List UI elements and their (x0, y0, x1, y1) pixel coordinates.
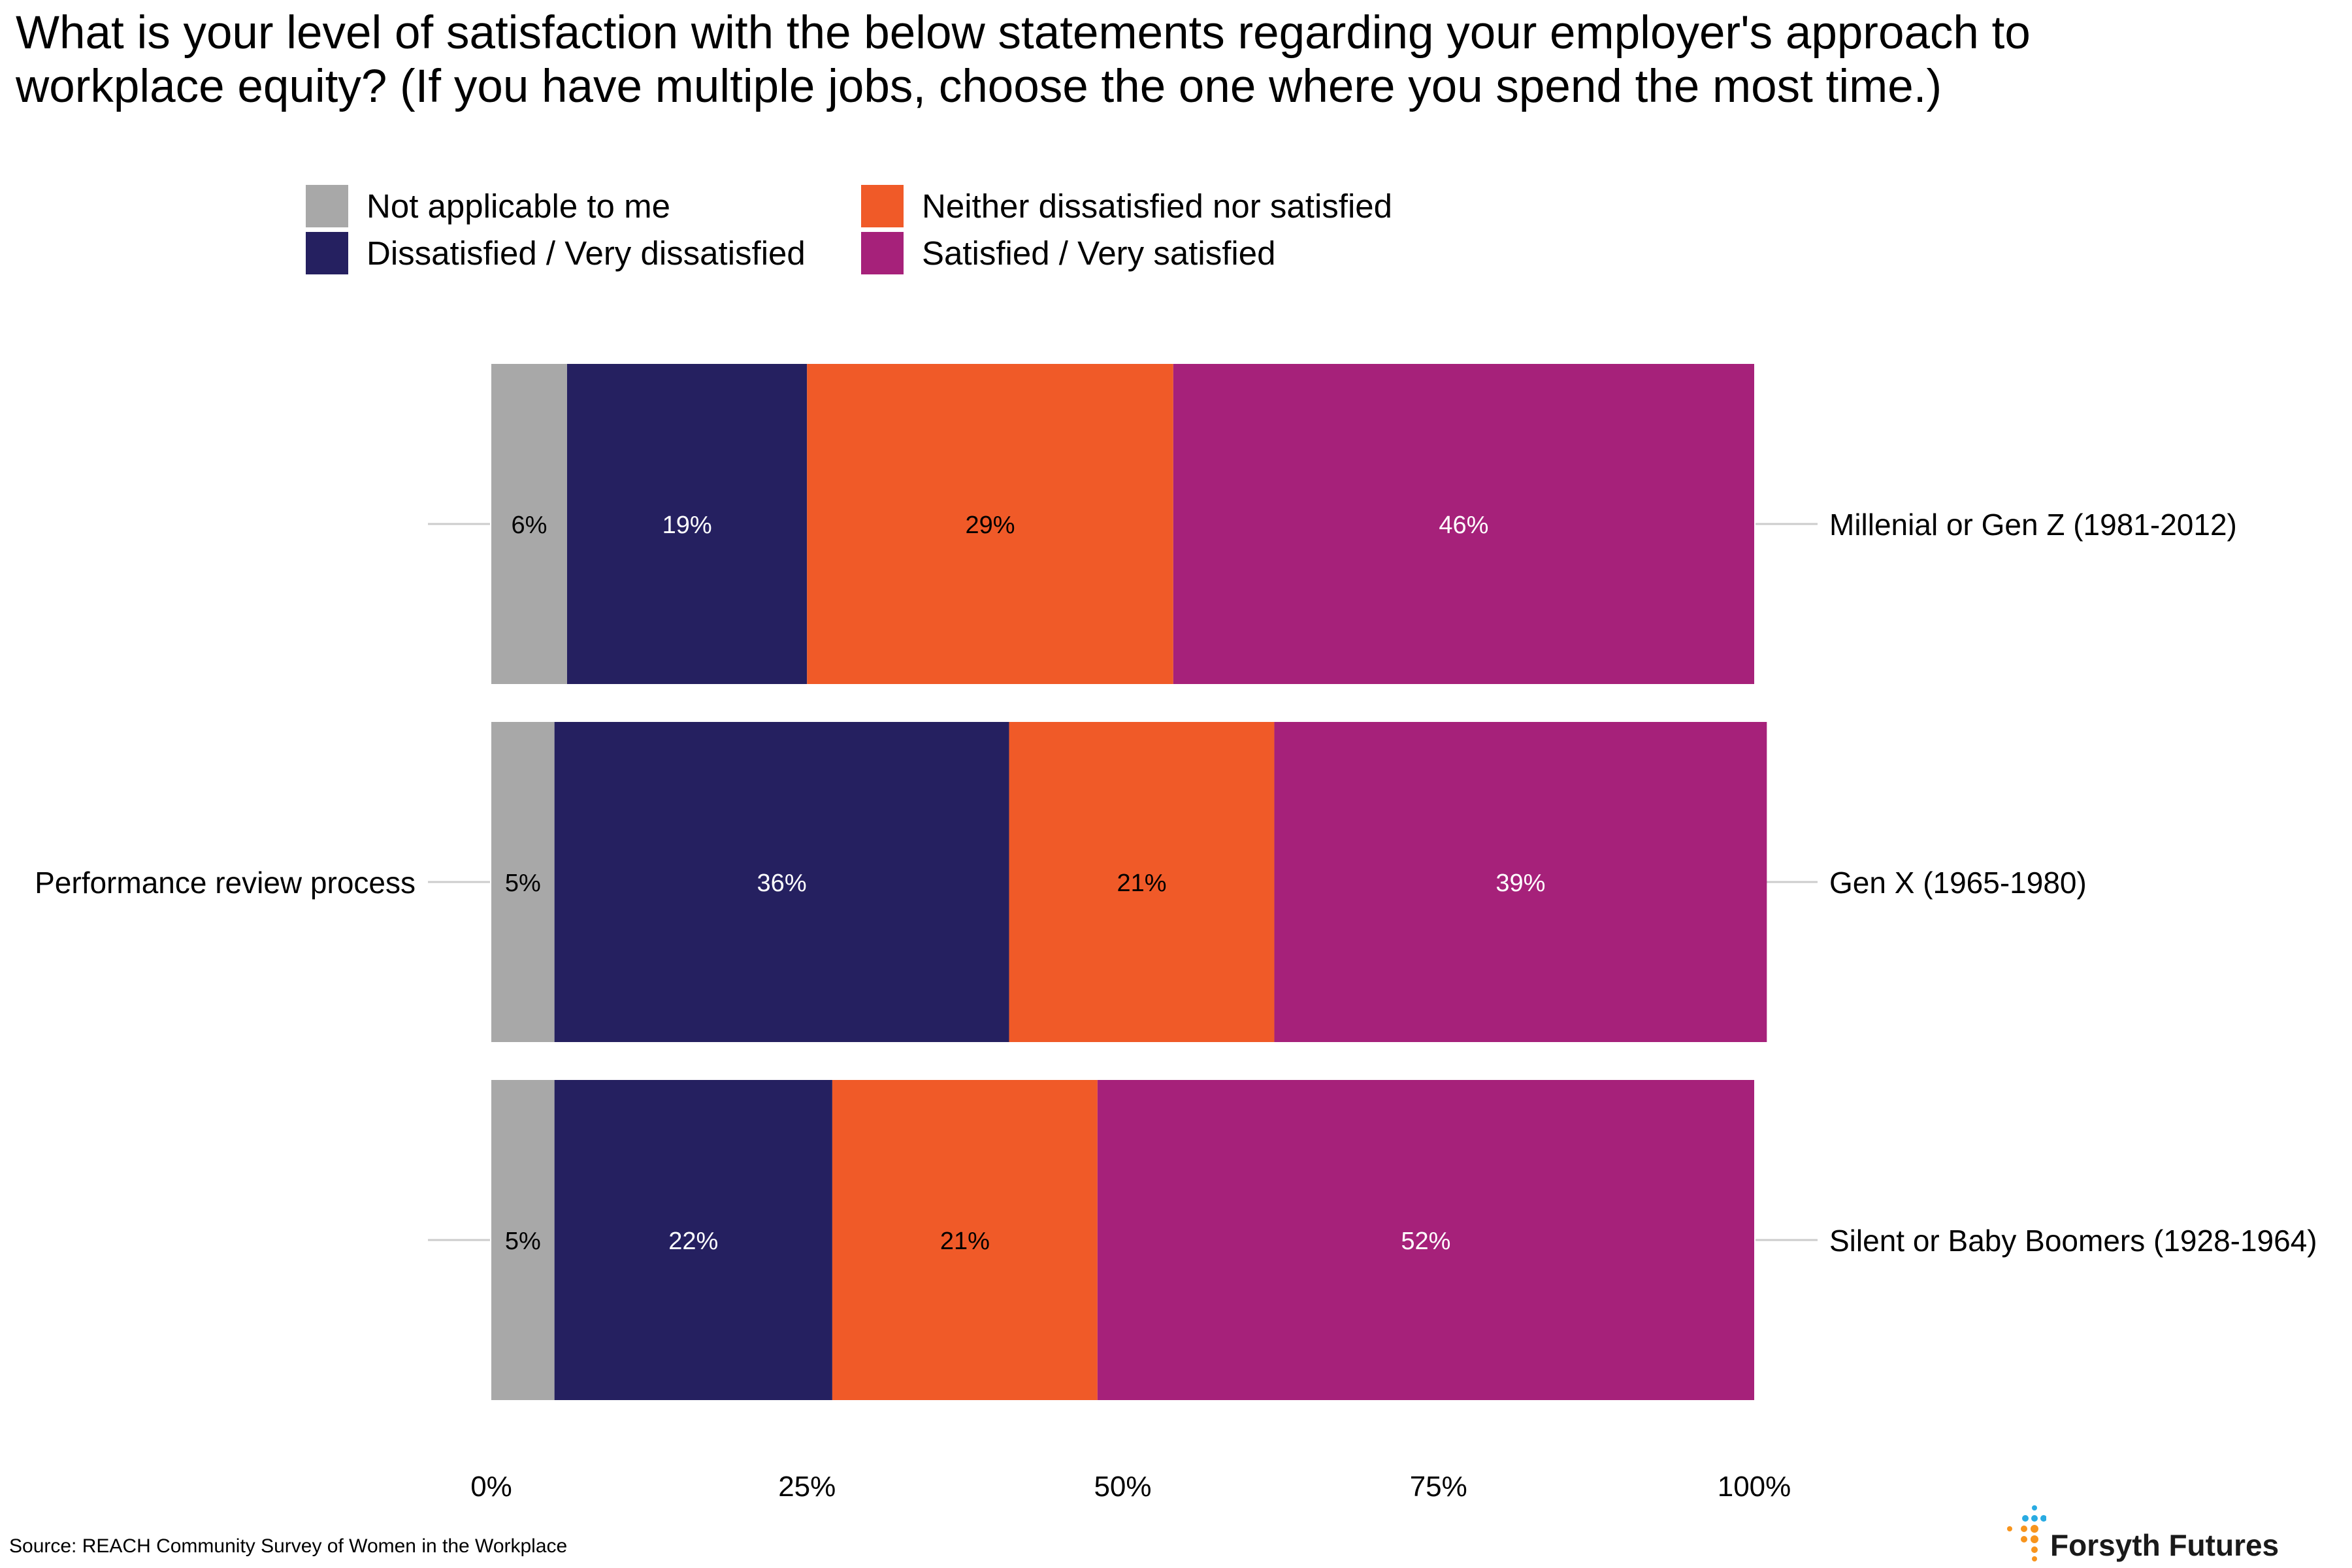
logo-dot (2032, 1556, 2037, 1561)
x-tick-label: 100% (1718, 1471, 1791, 1503)
bar-segment (491, 722, 555, 1042)
legend-label: Satisfied / Very satisfied (922, 234, 1276, 272)
logo-dot (2040, 1515, 2046, 1522)
logo-dot (2031, 1546, 2038, 1553)
x-tick-label: 75% (1410, 1471, 1467, 1503)
legend-item-neither: Neither dissatisfied nor satisfied (861, 183, 1392, 229)
legend-swatch (306, 184, 348, 227)
logo-dot (2031, 1535, 2038, 1543)
data-label: 29% (966, 512, 1015, 539)
bar-segment (491, 364, 567, 684)
bar-segment (554, 1080, 832, 1400)
legend-label: Dissatisfied / Very dissatisfied (367, 234, 806, 272)
logo-dot (2021, 1536, 2027, 1543)
category-label: Millenial or Gen Z (1981-2012) (1829, 508, 2237, 542)
logo-dot (2032, 1505, 2037, 1511)
data-label: 46% (1439, 512, 1488, 539)
chart-title: What is your level of satisfaction with … (16, 7, 2031, 112)
data-label: 6% (512, 512, 547, 539)
data-label: 22% (668, 1228, 718, 1255)
data-label: 39% (1495, 870, 1545, 897)
x-tick-label: 0% (470, 1471, 512, 1503)
bar-segment (1009, 722, 1275, 1042)
brand-name: Forsyth Futures (2050, 1528, 2279, 1562)
legend-item-not-applicable: Not applicable to me (306, 183, 670, 229)
data-label: 21% (1117, 870, 1166, 897)
data-label: 5% (505, 1228, 541, 1255)
legend-label: Neither dissatisfied nor satisfied (922, 187, 1393, 225)
legend-swatch (306, 231, 348, 274)
legend-item-satisfied: Satisfied / Very satisfied (861, 230, 1275, 276)
legend-swatch (861, 231, 904, 274)
x-tick-label: 25% (778, 1471, 836, 1503)
source-note: Source: REACH Community Survey of Women … (9, 1535, 568, 1557)
bar-segment (832, 1080, 1098, 1400)
legend: Not applicable to me Neither dissatisfie… (306, 183, 1482, 281)
data-label: 21% (940, 1228, 990, 1255)
data-label: 52% (1401, 1228, 1450, 1255)
logo-dot (2022, 1515, 2029, 1522)
data-label: 19% (662, 512, 712, 539)
logo-dot (2021, 1526, 2027, 1532)
category-label: Silent or Baby Boomers (1928-1964) (1829, 1224, 2317, 1258)
logo-dot (2031, 1525, 2038, 1533)
x-tick-label: 50% (1094, 1471, 1151, 1503)
legend-item-dissatisfied: Dissatisfied / Very dissatisfied (306, 230, 806, 276)
bar-segment (566, 364, 808, 684)
bar-segment (554, 722, 1009, 1042)
data-label: 36% (757, 870, 807, 897)
logo-dot (2007, 1526, 2012, 1531)
bar-segment (1097, 1080, 1754, 1400)
facet-label: Performance review process (35, 866, 416, 900)
category-label: Gen X (1965-1980) (1829, 866, 2087, 900)
logo-dot (2031, 1515, 2038, 1522)
data-label: 5% (505, 870, 541, 897)
legend-label: Not applicable to me (367, 187, 670, 225)
forsyth-futures-logo-icon (2007, 1505, 2046, 1561)
bar-segment (491, 1080, 555, 1400)
legend-swatch (861, 184, 904, 227)
bar-segment (1274, 722, 1767, 1042)
bar-segment (807, 364, 1173, 684)
brand-logo-block: Forsyth Futures (2001, 1503, 2308, 1562)
bar-segment (1173, 364, 1754, 684)
